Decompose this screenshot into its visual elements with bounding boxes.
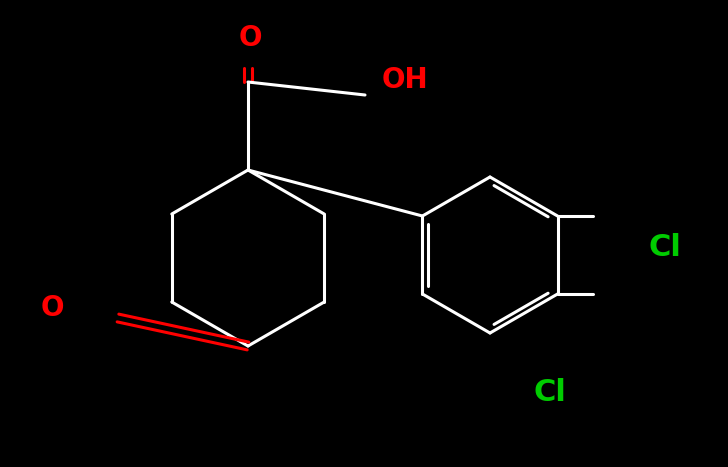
Text: Cl: Cl: [648, 234, 681, 262]
Text: O: O: [238, 24, 262, 52]
Text: O: O: [40, 294, 64, 322]
Text: OH: OH: [382, 66, 429, 94]
Text: Cl: Cl: [534, 378, 566, 407]
